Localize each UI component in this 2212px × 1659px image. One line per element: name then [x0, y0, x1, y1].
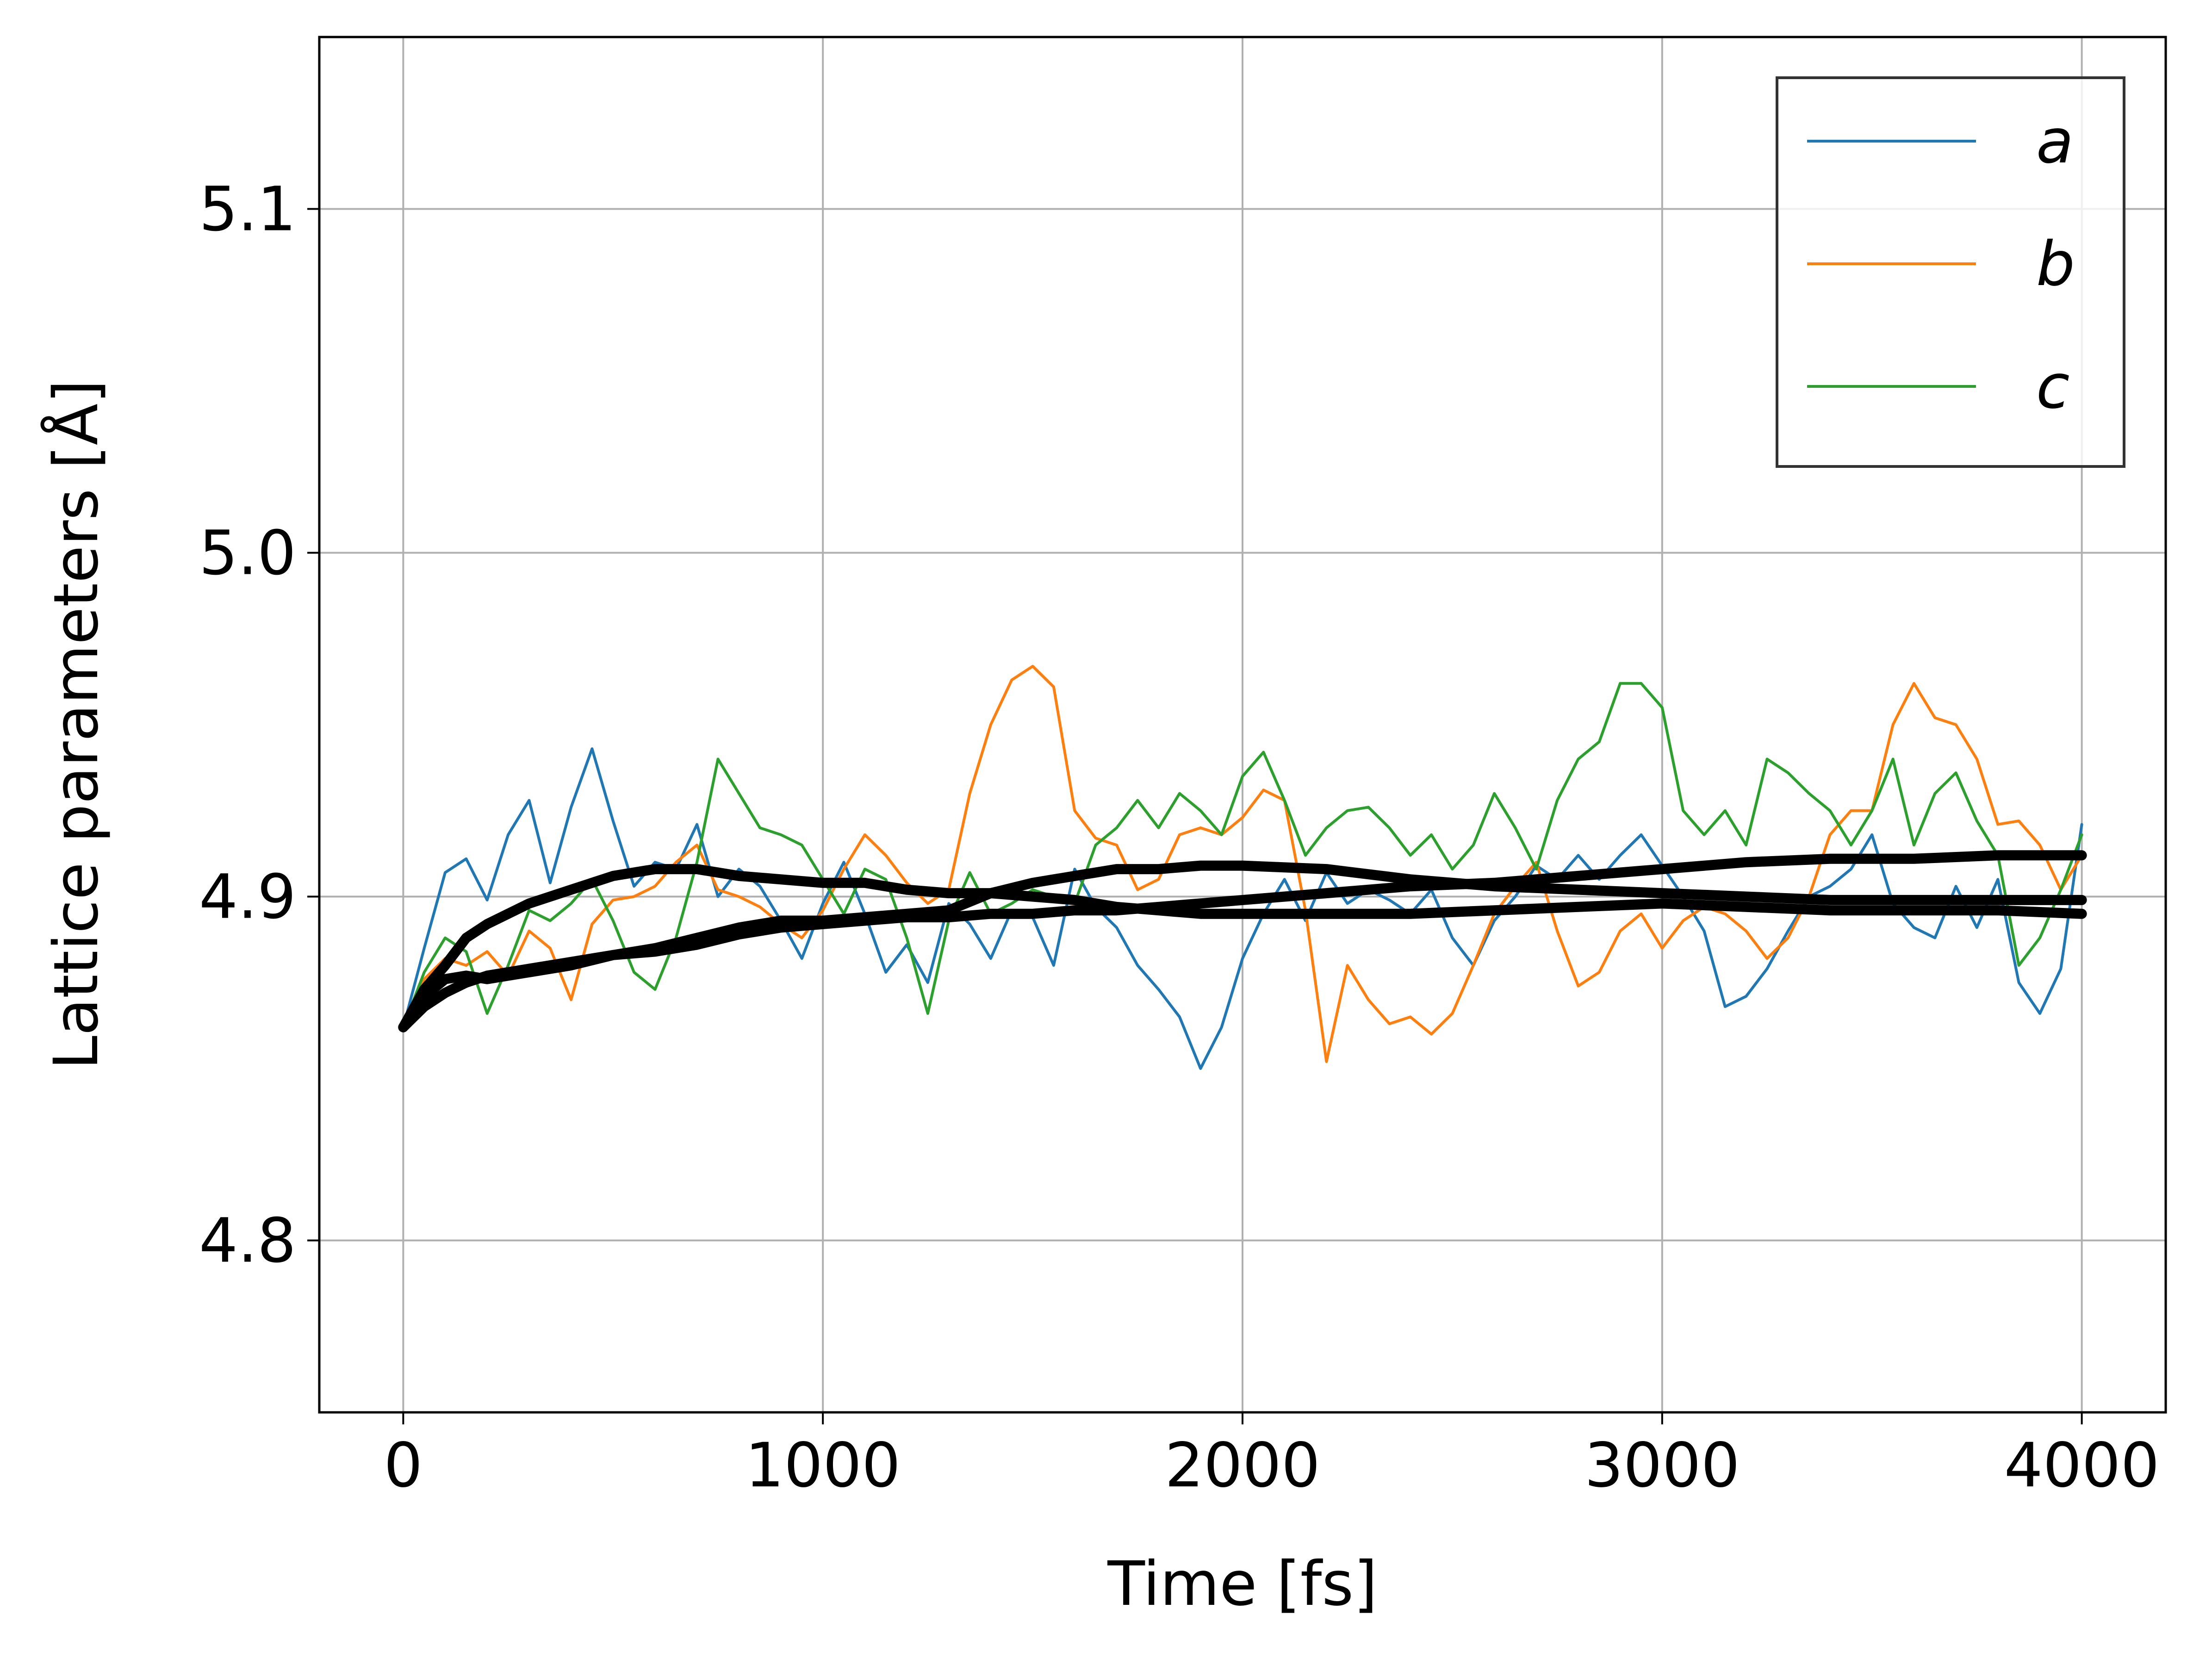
x-tick-label-4: 4000 — [2004, 1430, 2160, 1501]
series-layer — [398, 665, 2087, 1070]
y-axis-title: Lattice parameters [Å] — [40, 379, 112, 1069]
y-tick-label-1: 4.9 — [199, 862, 296, 933]
x-tick-label-3: 3000 — [1584, 1430, 1740, 1501]
y-tick-label-2: 5.0 — [199, 518, 296, 589]
y-tick-label-3: 5.1 — [199, 174, 296, 245]
series-line-c — [402, 682, 2083, 1029]
legend-label-b: b — [2036, 229, 2075, 300]
legend-label-a: a — [2036, 106, 2074, 177]
x-axis: 0 1000 2000 3000 4000 — [384, 1412, 2160, 1501]
x-axis-title: Time [fs] — [1107, 1548, 1377, 1620]
x-tick-label-0: 0 — [384, 1430, 423, 1501]
legend: abc — [1776, 76, 2125, 468]
y-axis: 4.8 4.9 5.0 5.1 — [199, 174, 319, 1277]
series-line-c-cumulative-mean — [398, 850, 2087, 1032]
y-tick-label-0: 4.8 — [199, 1205, 296, 1277]
x-tick-label-1: 1000 — [745, 1430, 901, 1501]
legend-label-c: c — [2036, 351, 2070, 423]
x-tick-label-2: 2000 — [1165, 1430, 1320, 1501]
